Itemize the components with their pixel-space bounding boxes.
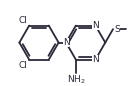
Text: N: N	[92, 55, 99, 64]
Text: S: S	[114, 25, 120, 34]
Text: N: N	[92, 21, 99, 30]
Text: N: N	[63, 38, 69, 47]
Text: Cl: Cl	[19, 16, 28, 25]
Text: Cl: Cl	[19, 61, 28, 69]
Text: NH$_2$: NH$_2$	[67, 74, 86, 86]
